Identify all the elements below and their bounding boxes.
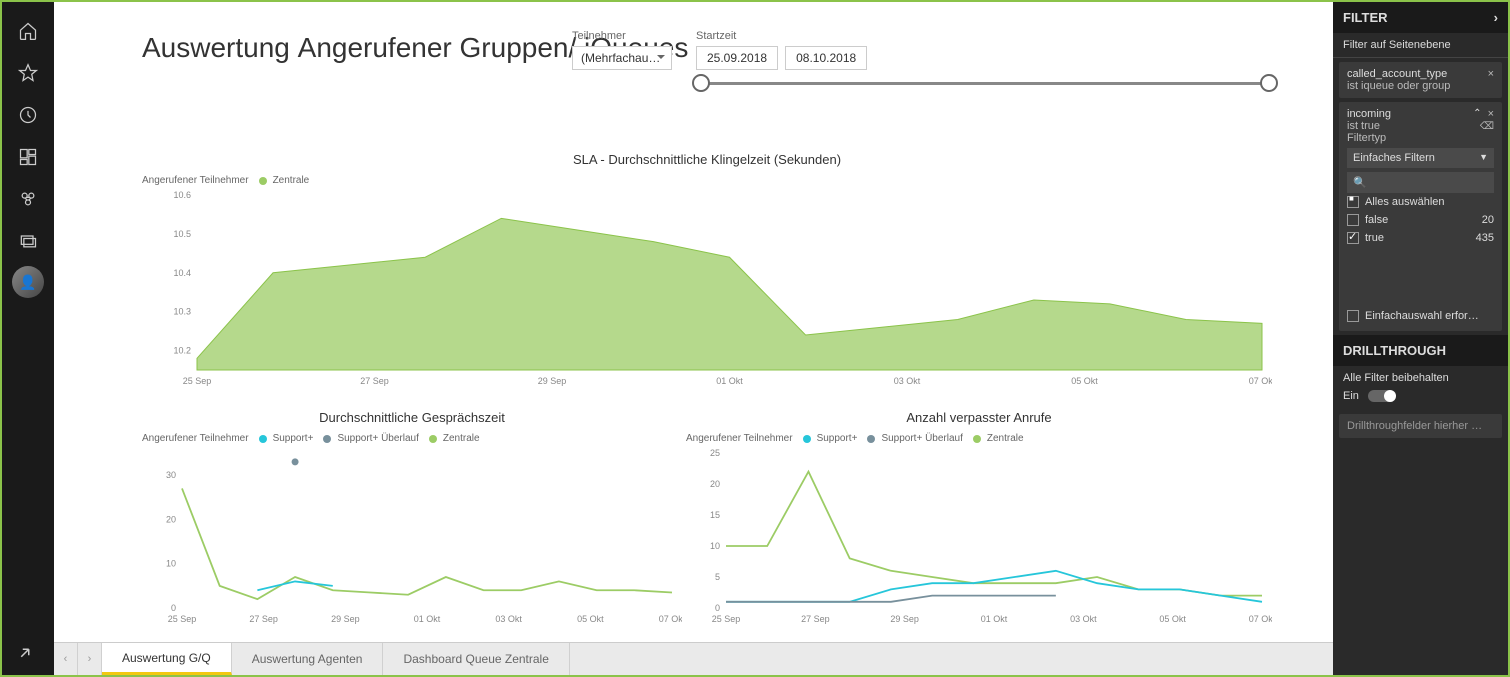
svg-text:03 Okt: 03 Okt: [1070, 614, 1097, 624]
checkbox[interactable]: [1347, 232, 1359, 244]
date-to[interactable]: 08.10.2018: [785, 46, 867, 70]
left-sidebar: 👤: [2, 2, 54, 675]
sidebar-data[interactable]: [2, 220, 54, 262]
svg-text:29 Sep: 29 Sep: [890, 614, 919, 624]
chart3-title: Anzahl verpasster Anrufe: [686, 410, 1272, 425]
tab-0[interactable]: Auswertung G/Q: [102, 643, 232, 675]
sidebar-favorite[interactable]: [2, 52, 54, 94]
chart2-plot: 0 10 20 30 25 Sep 27 Sep 29 Sep 01 Okt 03 Okt 05 …: [142, 448, 682, 628]
svg-text:10.3: 10.3: [173, 307, 191, 317]
svg-text:29 Sep: 29 Sep: [331, 614, 360, 624]
drillthrough-header[interactable]: DRILLTHROUGH: [1333, 335, 1508, 366]
svg-text:25 Sep: 25 Sep: [712, 614, 741, 624]
svg-text:0: 0: [715, 603, 720, 613]
checkbox[interactable]: [1347, 214, 1359, 226]
svg-text:25: 25: [710, 448, 720, 458]
svg-text:27 Sep: 27 Sep: [801, 614, 830, 624]
svg-text:05 Okt: 05 Okt: [577, 614, 604, 624]
svg-text:20: 20: [166, 514, 176, 524]
date-from[interactable]: 25.09.2018: [696, 46, 778, 70]
chart1-legend: Angerufener Teilnehmer Zentrale: [142, 175, 1272, 186]
eraser-icon[interactable]: ⌫: [1480, 121, 1494, 132]
svg-text:20: 20: [710, 479, 720, 489]
svg-text:10.6: 10.6: [173, 190, 191, 200]
drillthrough-dropzone[interactable]: Drillthroughfelder hierher …: [1339, 414, 1502, 438]
filter-panel: FILTER › Filter auf Seitenebene called_a…: [1333, 2, 1508, 675]
teilnehmer-dropdown[interactable]: (Mehrfachau…: [572, 46, 672, 70]
tab-next[interactable]: ›: [78, 643, 102, 675]
chart-sla[interactable]: SLA - Durchschnittliche Klingelzeit (Sek…: [142, 152, 1272, 390]
sidebar-recent[interactable]: [2, 94, 54, 136]
chevron-right-icon[interactable]: ›: [1494, 10, 1498, 25]
svg-text:25 Sep: 25 Sep: [168, 614, 197, 624]
svg-text:10.4: 10.4: [173, 268, 191, 278]
svg-text:03 Okt: 03 Okt: [495, 614, 522, 624]
report-canvas: Auswertung Angerufener Gruppen/ iQueues …: [54, 2, 1335, 642]
filter-card-incoming[interactable]: incoming ⌃ × ist true ⌫ Filtertyp Einfac…: [1339, 102, 1502, 331]
filter-search[interactable]: 🔍: [1347, 172, 1494, 193]
share-icon[interactable]: [16, 644, 34, 667]
svg-text:10: 10: [166, 559, 176, 569]
chart1-title: SLA - Durchschnittliche Klingelzeit (Sek…: [142, 152, 1272, 167]
keep-all-label: Alle Filter beibehalten: [1343, 372, 1498, 384]
svg-text:30: 30: [166, 470, 176, 480]
chart2-title: Durchschnittliche Gesprächszeit: [142, 410, 682, 425]
svg-text:10.5: 10.5: [173, 229, 191, 239]
sidebar-workspace[interactable]: [2, 136, 54, 178]
teilnehmer-group: Teilnehmer (Mehrfachau…: [572, 30, 672, 70]
page-level-label: Filter auf Seitenebene: [1333, 33, 1508, 58]
checkbox-single[interactable]: [1347, 310, 1359, 322]
chart-gespraechszeit[interactable]: Durchschnittliche Gesprächszeit Angerufe…: [142, 410, 682, 628]
page-tabs: ‹ › Auswertung G/Q Auswertung Agenten Da…: [54, 642, 1335, 675]
svg-text:03 Okt: 03 Okt: [894, 376, 921, 386]
filter-card-called-account[interactable]: called_account_type × ist iqueue oder gr…: [1339, 62, 1502, 98]
filtertyp-select[interactable]: Einfaches Filtern: [1347, 148, 1494, 168]
svg-text:25 Sep: 25 Sep: [183, 376, 212, 386]
svg-text:07 Okt: 07 Okt: [659, 614, 682, 624]
svg-text:01 Okt: 01 Okt: [981, 614, 1008, 624]
checkbox[interactable]: [1347, 196, 1359, 208]
svg-text:07 Okt: 07 Okt: [1249, 614, 1272, 624]
sidebar-apps[interactable]: [2, 178, 54, 220]
svg-text:5: 5: [715, 572, 720, 582]
date-slider[interactable]: [696, 82, 1274, 85]
filter-header[interactable]: FILTER ›: [1333, 2, 1508, 33]
svg-text:05 Okt: 05 Okt: [1071, 376, 1098, 386]
chart3-plot: 0 5 10 15 20 25 25 Sep 27 Sep 29 Sep 01 Okt 03 Okt…: [686, 448, 1272, 628]
slider-handle-right[interactable]: [1260, 74, 1278, 92]
teilnehmer-label: Teilnehmer: [572, 30, 672, 42]
close-icon[interactable]: ×: [1488, 108, 1494, 120]
close-icon[interactable]: ×: [1488, 68, 1494, 80]
tab-2[interactable]: Dashboard Queue Zentrale: [383, 643, 569, 675]
svg-text:29 Sep: 29 Sep: [538, 376, 567, 386]
tab-prev[interactable]: ‹: [54, 643, 78, 675]
svg-text:27 Sep: 27 Sep: [249, 614, 278, 624]
svg-text:05 Okt: 05 Okt: [1159, 614, 1186, 624]
chart2-legend: Angerufener Teilnehmer Support+ Support+…: [142, 433, 682, 444]
svg-text:0: 0: [171, 603, 176, 613]
chart1-plot: 10.2 10.3 10.4 10.5 10.6 25 Sep 27 Sep 29 Sep 01…: [142, 190, 1272, 390]
svg-text:01 Okt: 01 Okt: [716, 376, 743, 386]
chart3-legend: Angerufener Teilnehmer Support+ Support+…: [686, 433, 1272, 444]
keep-all-toggle[interactable]: [1368, 390, 1396, 402]
svg-text:07 Okt: 07 Okt: [1249, 376, 1272, 386]
tab-1[interactable]: Auswertung Agenten: [232, 643, 384, 675]
title-light: Auswertung: [142, 32, 298, 63]
sidebar-home[interactable]: [2, 10, 54, 52]
svg-text:10.2: 10.2: [173, 346, 191, 356]
avatar[interactable]: 👤: [12, 266, 44, 298]
slider-handle-left[interactable]: [692, 74, 710, 92]
svg-text:15: 15: [710, 510, 720, 520]
svg-text:10: 10: [710, 541, 720, 551]
legend-dot: [259, 177, 267, 185]
chart-verpasste[interactable]: Anzahl verpasster Anrufe Angerufener Tei…: [686, 410, 1272, 628]
svg-text:01 Okt: 01 Okt: [414, 614, 441, 624]
svg-text:27 Sep: 27 Sep: [360, 376, 389, 386]
startzeit-group: Startzeit 25.09.2018 08.10.2018: [696, 30, 871, 70]
startzeit-label: Startzeit: [696, 30, 871, 42]
chevron-up-icon[interactable]: ⌃: [1473, 108, 1481, 120]
